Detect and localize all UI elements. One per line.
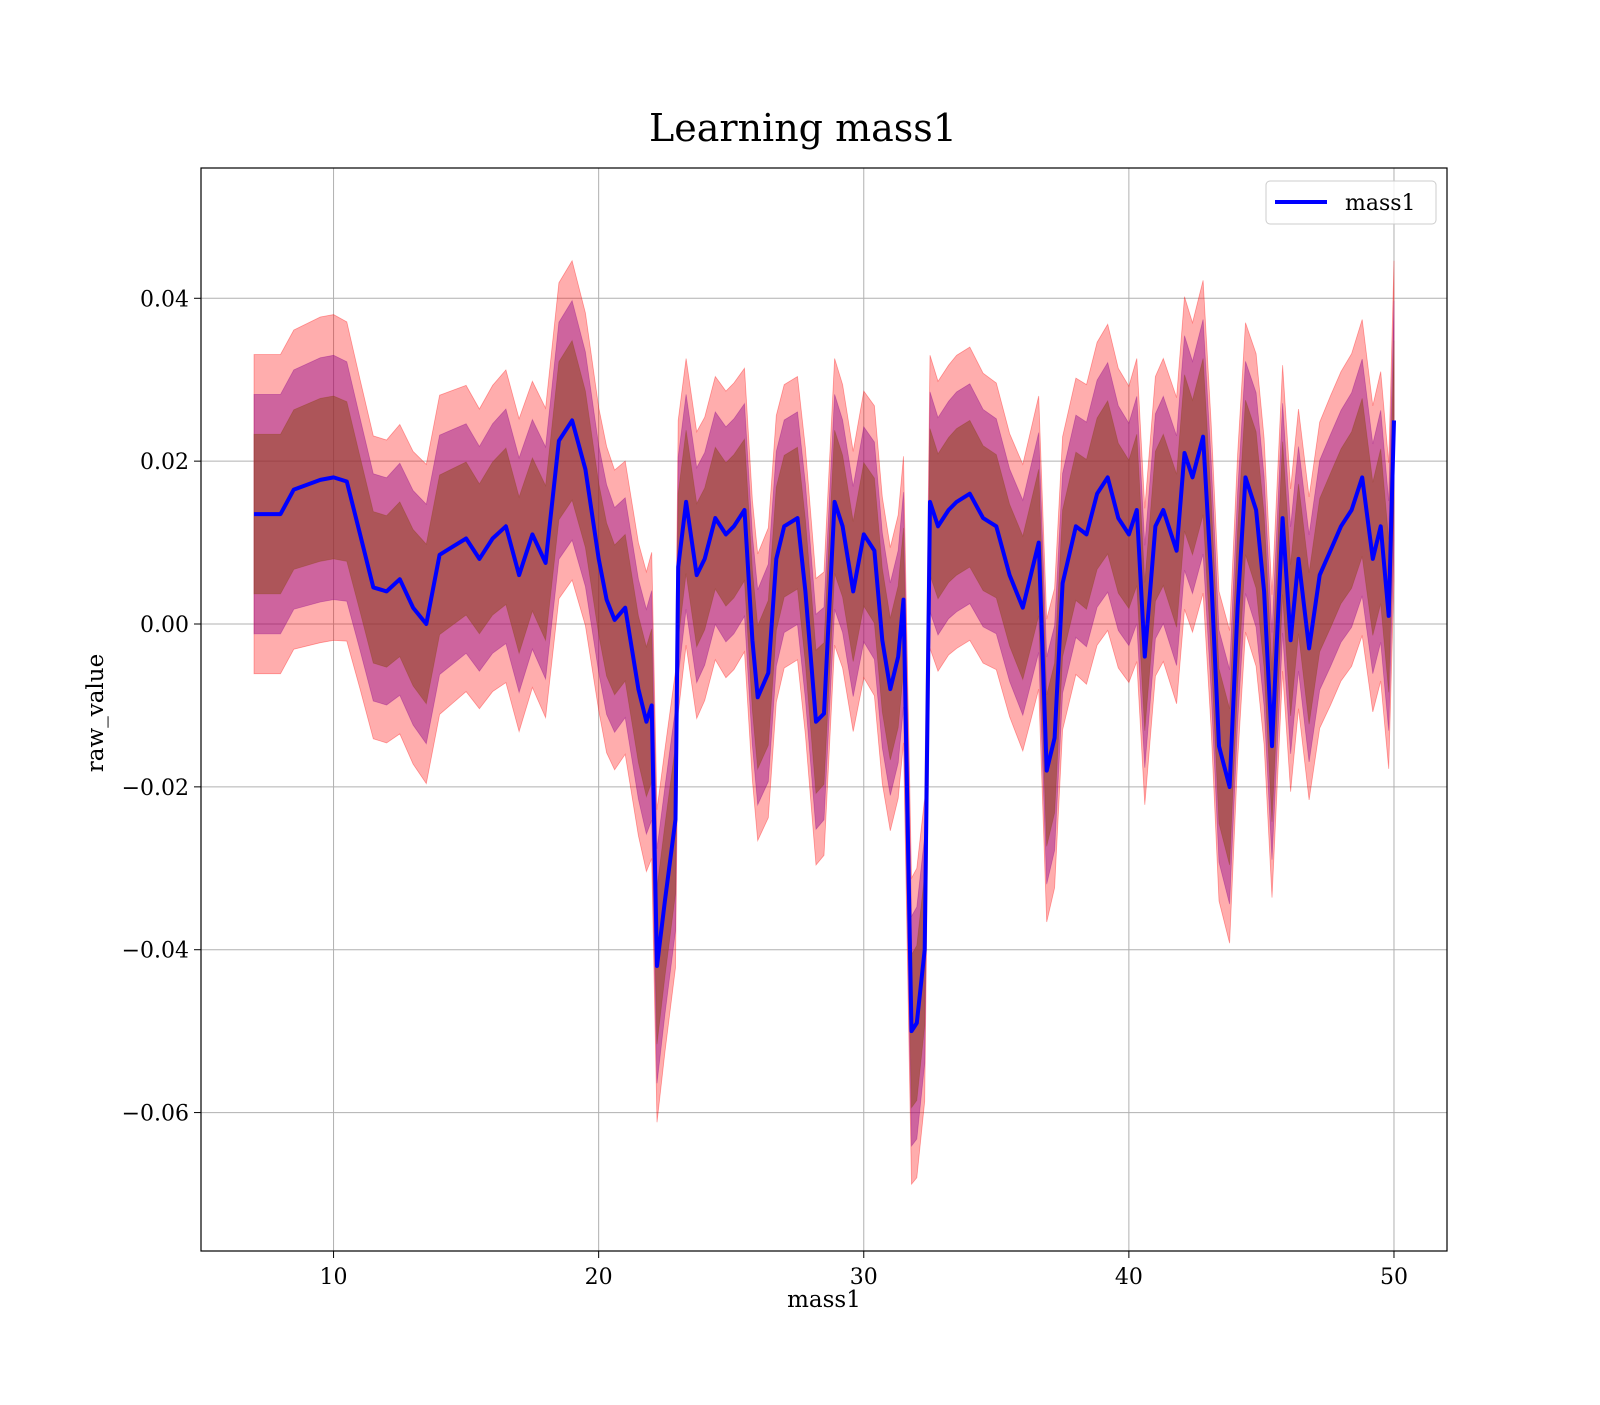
chart-title: Learning mass1: [649, 106, 957, 150]
plot-area-frame: [200, 167, 1448, 1252]
uncertainty-bands: [253, 259, 1395, 1186]
y-tick-label: −0.04: [122, 939, 189, 964]
x-tick-label: 30: [850, 1265, 878, 1290]
band-1-sigma: [253, 339, 1395, 1109]
x-tick-label: 10: [320, 1265, 348, 1290]
series-line-layer: [254, 418, 1396, 1034]
x-tick-label: 50: [1380, 1265, 1408, 1290]
x-axis-label: mass1: [787, 1287, 861, 1313]
legend-box: [1265, 180, 1437, 225]
axis-ticks: 10 20 30 40 50 0.04 0.02 0.00 −0.02 −0.04 −0.06: [122, 287, 1408, 1290]
legend-entry-label: mass1: [1345, 191, 1416, 216]
x-tick-label: 40: [1115, 1265, 1143, 1290]
series-line-mass1: [254, 418, 1396, 1034]
x-tick-label: 20: [585, 1265, 613, 1290]
legend: mass1: [1265, 180, 1437, 225]
y-tick-label: 0.00: [140, 613, 189, 638]
y-tick-label: 0.02: [140, 450, 189, 475]
y-axis-label: raw_value: [83, 654, 109, 772]
y-tick-label: 0.04: [140, 287, 189, 312]
y-tick-label: −0.02: [122, 776, 189, 801]
y-tick-label: −0.06: [122, 1102, 189, 1127]
